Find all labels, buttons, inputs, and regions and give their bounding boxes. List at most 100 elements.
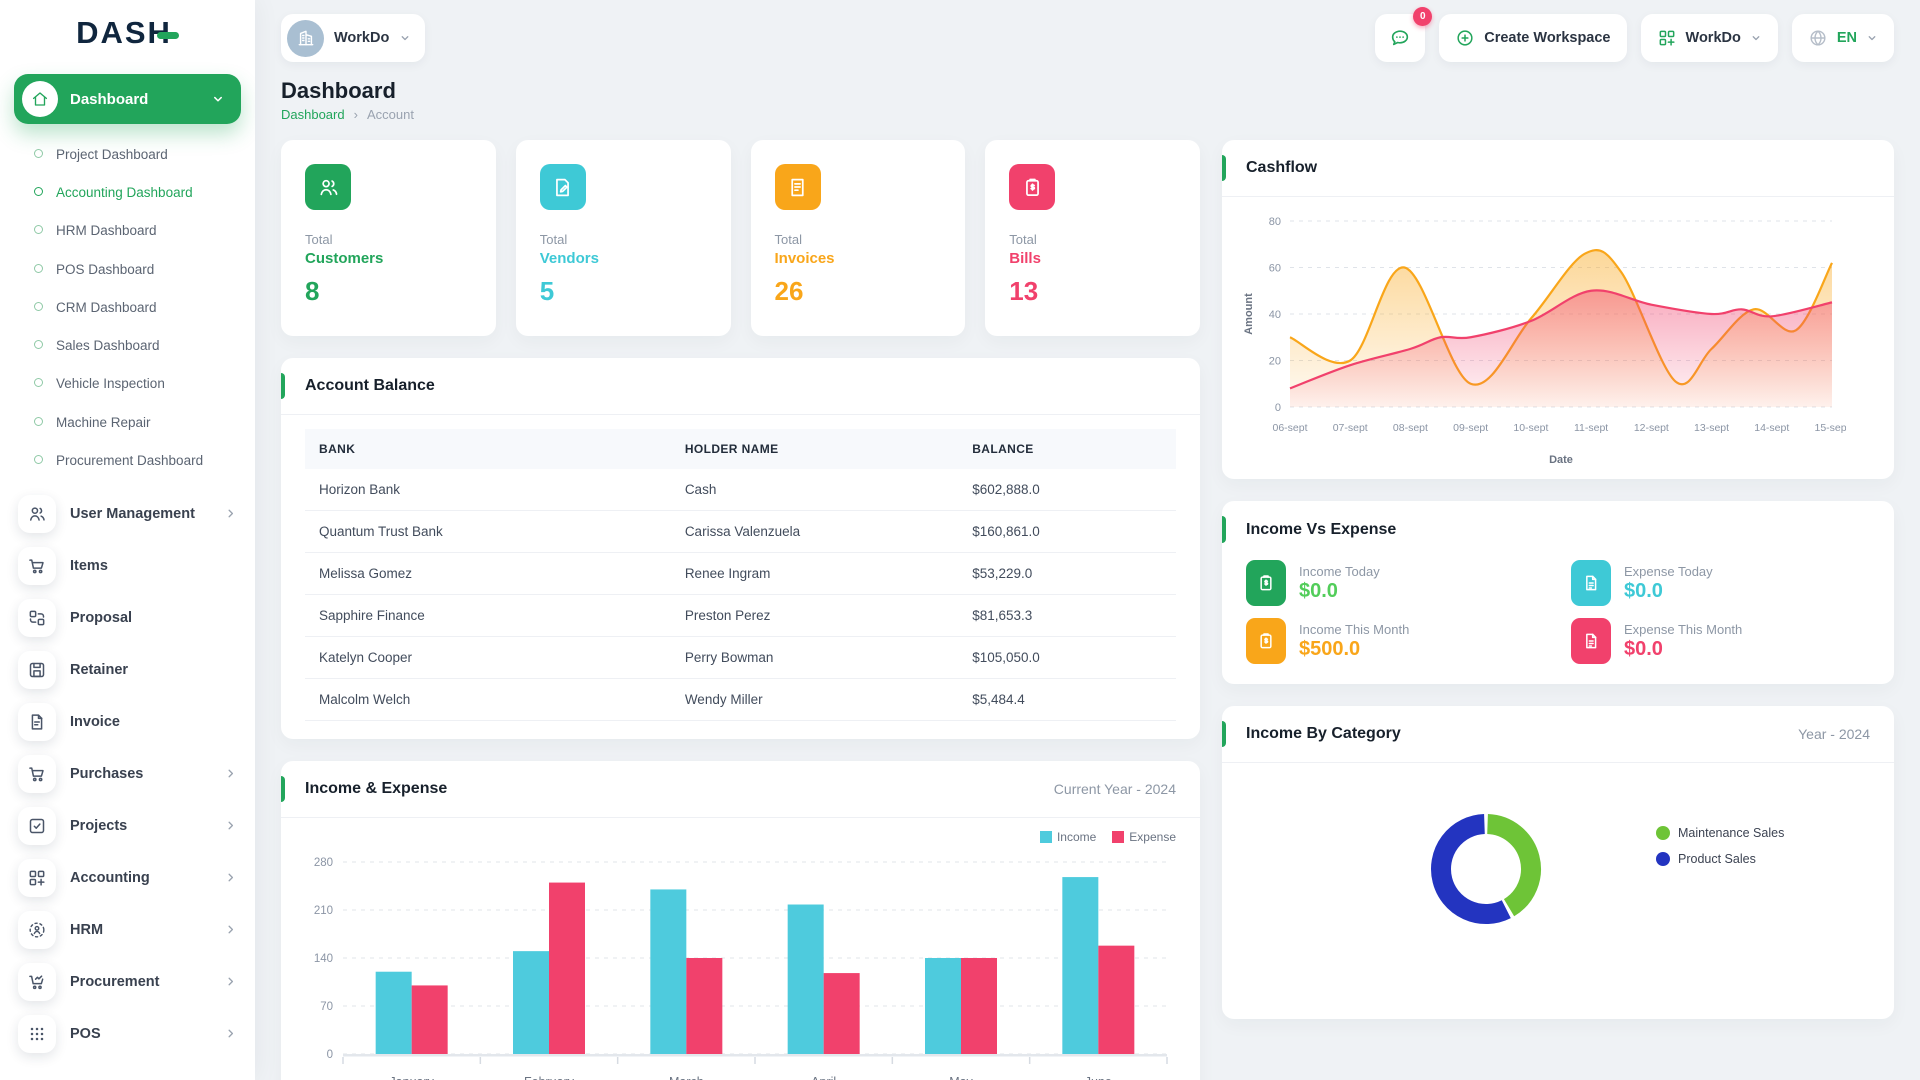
doc-lines-icon: [774, 164, 821, 210]
topbar-actions: 0 Create Workspace WorkDo EN: [1375, 7, 1894, 62]
language-label: EN: [1836, 30, 1857, 46]
panel-accent-bar: [281, 373, 285, 399]
svg-text:March: March: [669, 1075, 704, 1080]
svg-text:20: 20: [1269, 356, 1281, 368]
menu-item-label: Accounting: [70, 869, 150, 886]
stat-label: Bills: [1009, 250, 1041, 267]
users-icon: [18, 494, 56, 533]
mini-stat-text: Expense This Month $0.0: [1624, 622, 1742, 661]
sidebar-item-items[interactable]: Items: [14, 540, 241, 592]
create-workspace-button[interactable]: Create Workspace: [1439, 14, 1627, 62]
messages-button[interactable]: 0: [1375, 7, 1433, 62]
svg-text:0: 0: [327, 1049, 333, 1061]
building-icon: [287, 19, 324, 57]
income-by-category-period: Year - 2024: [1798, 726, 1870, 742]
bullet-icon: [34, 263, 43, 273]
sidebar-item-purchases[interactable]: Purchases: [14, 748, 241, 800]
note-pencil-icon: [539, 164, 586, 210]
svg-text:June: June: [1085, 1075, 1112, 1080]
sidebar-item-proposal[interactable]: Proposal: [14, 592, 241, 644]
logo-text: DASH: [76, 15, 172, 50]
menu-item-label: Projects: [70, 817, 128, 834]
bullet-icon: [34, 301, 43, 311]
main-area: WorkDo 0 Create Workspace WorkDo: [255, 0, 1920, 1080]
workdo-menu-label: WorkDo: [1685, 30, 1741, 46]
svg-text:06-sept: 06-sept: [1272, 422, 1307, 434]
chevron-right-icon: [224, 1027, 237, 1040]
subitem-label: Procurement Dashboard: [56, 452, 204, 468]
income-expense-header: Income & Expense Current Year - 2024: [281, 761, 1200, 818]
check-square-icon: [18, 806, 56, 845]
doc-bill-icon: [1571, 618, 1611, 664]
sidebar-menu: User Management Items Proposal Retainer Invo…: [0, 488, 255, 1080]
app-logo[interactable]: DASH: [0, 0, 255, 66]
sidebar-subitem-project-dashboard[interactable]: Project Dashboard: [0, 136, 255, 174]
topbar: WorkDo 0 Create Workspace WorkDo: [255, 0, 1920, 64]
sidebar-item-procurement[interactable]: Procurement: [14, 956, 241, 1008]
mini-stat-value: $0.0: [1624, 579, 1663, 602]
svg-text:April: April: [811, 1075, 836, 1080]
sidebar-item-hrm[interactable]: HRM: [14, 904, 241, 956]
sidebar-subitem-sales-dashboard[interactable]: Sales Dashboard: [0, 327, 255, 365]
subitem-label: Vehicle Inspection: [56, 376, 165, 392]
sidebar-item-retainer[interactable]: Retainer: [14, 644, 241, 696]
stat-card-customers: Total Customers 8: [281, 140, 496, 336]
home-icon: [22, 81, 58, 117]
language-selector[interactable]: EN: [1791, 14, 1894, 62]
bullet-icon: [34, 454, 43, 464]
svg-text:10-sept: 10-sept: [1513, 422, 1548, 434]
stat-label: Customers: [305, 250, 384, 267]
breadcrumb-dashboard[interactable]: Dashboard: [281, 107, 345, 122]
page-title: Dashboard: [281, 78, 396, 103]
income-by-category-header: Income By Category Year - 2024: [1222, 706, 1894, 763]
bullet-icon: [34, 416, 43, 426]
svg-text:140: 140: [314, 953, 333, 965]
sidebar-subitem-vehicle-inspection[interactable]: Vehicle Inspection: [0, 365, 255, 403]
stat-prefix: Total: [1009, 232, 1037, 247]
subitem-label: Sales Dashboard: [56, 338, 160, 354]
svg-text:Amount: Amount: [1243, 293, 1255, 335]
sidebar-item-invoice[interactable]: Invoice: [14, 696, 241, 748]
chat-icon: [1389, 27, 1411, 49]
sidebar-subitem-procurement-dashboard[interactable]: Procurement Dashboard: [0, 442, 255, 480]
sidebar-subitem-pos-dashboard[interactable]: POS Dashboard: [0, 251, 255, 289]
income-by-category-title: Income By Category: [1246, 725, 1401, 742]
chevron-right-icon: [224, 871, 237, 884]
dashboard-submenu: Project Dashboard Accounting Dashboard HRM…: [0, 136, 255, 480]
cashflow-chart-body: 0 20 40 60 80 06-sept 07-sept 08-sept 09-sept 10-…: [1222, 197, 1894, 479]
clipboard-dollar-icon: [1246, 560, 1286, 606]
workdo-menu-button[interactable]: WorkDo: [1640, 14, 1778, 62]
sidebar-subitem-hrm-dashboard[interactable]: HRM Dashboard: [0, 212, 255, 250]
sidebar-subitem-crm-dashboard[interactable]: CRM Dashboard: [0, 289, 255, 327]
legend-item-expense: Expense: [1112, 830, 1176, 844]
bullet-icon: [34, 187, 43, 197]
sidebar-item-pos[interactable]: POS: [14, 1008, 241, 1060]
sidebar-item-accounting[interactable]: Accounting: [14, 852, 241, 904]
legend-swatch: [1039, 831, 1052, 843]
svg-text:January: January: [389, 1075, 434, 1080]
logo-dash-accent: [156, 31, 179, 39]
table-cell: Renee Ingram: [670, 552, 959, 595]
sidebar-subitem-accounting-dashboard[interactable]: Accounting Dashboard: [0, 174, 255, 212]
sidebar-item-projects[interactable]: Projects: [14, 800, 241, 852]
sidebar-item-dashboard[interactable]: Dashboard: [14, 74, 241, 124]
mini-stat-label: Expense This Month: [1624, 621, 1743, 637]
menu-item-label: Purchases: [70, 765, 144, 782]
table-cell: Wendy Miller: [670, 678, 959, 721]
table-row: Katelyn Cooper Perry Bowman $105,050.0: [305, 636, 1176, 679]
sidebar-subitem-machine-repair[interactable]: Machine Repair: [0, 404, 255, 442]
legend-label: Expense: [1129, 830, 1176, 844]
stat-card-vendors: Total Vendors 5: [515, 140, 731, 336]
subitem-label: Project Dashboard: [56, 147, 168, 162]
svg-text:80: 80: [1269, 216, 1281, 228]
mini-stat-text: Income Today $0.0: [1299, 564, 1380, 603]
sidebar-item-user-management[interactable]: User Management: [14, 488, 241, 540]
table-cell: $105,050.0: [958, 636, 1176, 679]
cashflow-title: Cashflow: [1246, 159, 1318, 176]
create-workspace-label: Create Workspace: [1484, 30, 1611, 46]
chevron-down-icon: [211, 92, 225, 106]
cart-chart-icon: [18, 962, 56, 1001]
workspace-switcher[interactable]: WorkDo: [281, 14, 426, 62]
menu-item-label: Proposal: [70, 609, 133, 626]
income-expense-chart-body: 0 70 140 210 280 January February March April May…: [281, 844, 1200, 1080]
